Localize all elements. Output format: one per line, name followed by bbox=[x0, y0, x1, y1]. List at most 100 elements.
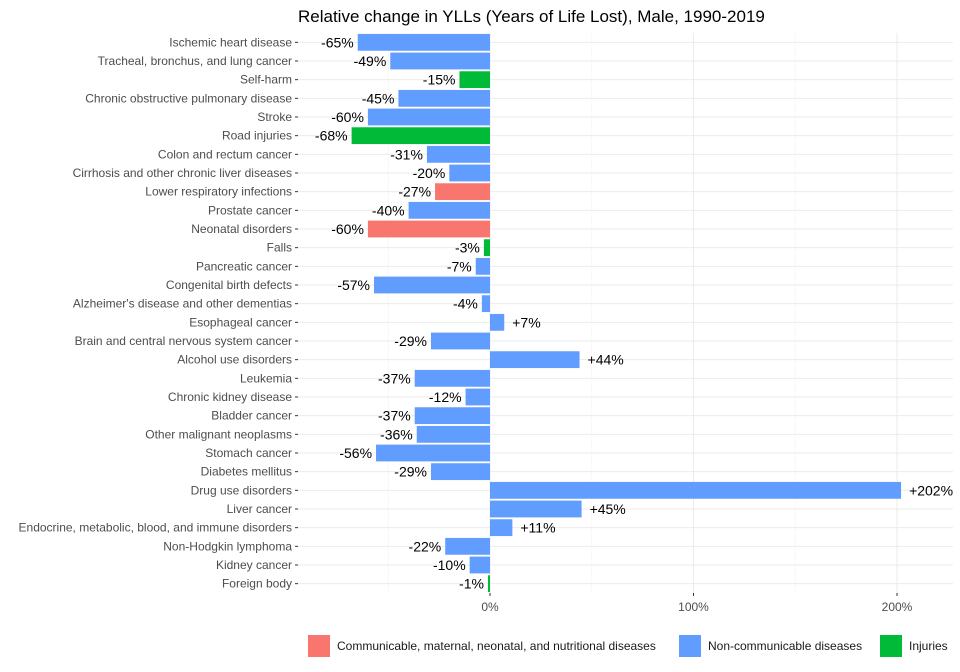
data-label: +45% bbox=[590, 501, 626, 517]
data-label: +44% bbox=[588, 352, 624, 368]
y-tick-label: Brain and central nervous system cancer bbox=[75, 334, 292, 348]
legend-key bbox=[679, 635, 701, 657]
y-tick-label: Falls bbox=[267, 241, 292, 255]
bar bbox=[430, 463, 490, 481]
data-label: +7% bbox=[512, 314, 540, 330]
legend-key bbox=[308, 635, 330, 657]
y-tick-label: Endocrine, metabolic, blood, and immune … bbox=[19, 521, 292, 535]
data-label: -12% bbox=[429, 389, 462, 405]
y-tick-label: Ischemic heart disease bbox=[169, 35, 292, 49]
data-label: -36% bbox=[380, 426, 413, 442]
data-label: -60% bbox=[331, 109, 364, 125]
data-label: -45% bbox=[362, 90, 395, 106]
data-label: -27% bbox=[398, 184, 431, 200]
data-label: -20% bbox=[413, 165, 446, 181]
y-tick-label: Liver cancer bbox=[227, 502, 292, 516]
bar bbox=[367, 108, 490, 126]
y-tick-label: Cirrhosis and other chronic liver diseas… bbox=[73, 166, 292, 180]
y-tick-label: Stomach cancer bbox=[205, 446, 292, 460]
y-tick-label: Neonatal disorders bbox=[191, 222, 292, 236]
y-tick-label: Drug use disorders bbox=[191, 483, 292, 497]
bar bbox=[490, 500, 582, 518]
y-tick-label: Chronic kidney disease bbox=[168, 390, 292, 404]
bar bbox=[449, 164, 490, 182]
legend-key bbox=[880, 635, 902, 657]
data-label: -15% bbox=[423, 72, 456, 88]
bar bbox=[490, 519, 513, 537]
data-label: -37% bbox=[378, 408, 411, 424]
y-tick-label: Leukemia bbox=[240, 371, 292, 385]
bar bbox=[483, 239, 490, 257]
y-tick-label: Self-harm bbox=[240, 73, 292, 87]
data-label: -40% bbox=[372, 202, 405, 218]
data-label: -37% bbox=[378, 370, 411, 386]
data-label: +202% bbox=[909, 482, 953, 498]
y-tick-label: Alzheimer's disease and other dementias bbox=[73, 297, 292, 311]
y-tick-label: Tracheal, bronchus, and lung cancer bbox=[98, 54, 292, 68]
x-tick-label: 0% bbox=[481, 600, 499, 614]
y-tick-label: Bladder cancer bbox=[211, 409, 292, 423]
bar bbox=[475, 257, 490, 275]
data-label: -4% bbox=[453, 296, 478, 312]
data-label: -57% bbox=[337, 277, 370, 293]
bar bbox=[435, 183, 490, 201]
bar bbox=[490, 313, 505, 331]
bar bbox=[357, 33, 490, 51]
y-tick-label: Colon and rectum cancer bbox=[158, 147, 292, 161]
y-tick-label: Other malignant neoplasms bbox=[145, 427, 292, 441]
legend-label: Communicable, maternal, neonatal, and nu… bbox=[337, 639, 656, 653]
data-label: -49% bbox=[354, 53, 387, 69]
bar bbox=[426, 145, 490, 163]
bar bbox=[408, 201, 490, 219]
y-tick-label: Stroke bbox=[257, 110, 292, 124]
data-label: -22% bbox=[409, 538, 442, 554]
y-tick-label: Non-Hodgkin lymphoma bbox=[163, 539, 292, 553]
data-label: -10% bbox=[433, 557, 466, 573]
y-tick-label: Congenital birth defects bbox=[166, 278, 292, 292]
data-label: -29% bbox=[394, 464, 427, 480]
bar bbox=[445, 537, 490, 555]
y-tick-label: Alcohol use disorders bbox=[177, 353, 292, 367]
y-tick-label: Road injuries bbox=[222, 129, 292, 143]
bar bbox=[490, 481, 902, 499]
data-label: -31% bbox=[390, 146, 423, 162]
bar bbox=[430, 332, 490, 350]
y-tick-label: Diabetes mellitus bbox=[201, 465, 292, 479]
bar bbox=[374, 276, 490, 294]
x-tick-label: 100% bbox=[678, 600, 709, 614]
y-tick-label: Pancreatic cancer bbox=[196, 259, 292, 273]
data-label: -65% bbox=[321, 34, 354, 50]
bar bbox=[490, 351, 580, 369]
data-label: -7% bbox=[447, 258, 472, 274]
bar bbox=[390, 52, 490, 70]
bar bbox=[414, 407, 490, 425]
bar bbox=[351, 127, 490, 145]
y-tick-label: Chronic obstructive pulmonary disease bbox=[85, 91, 292, 105]
data-label: -29% bbox=[394, 333, 427, 349]
legend-label: Non-communicable diseases bbox=[708, 639, 862, 653]
bar bbox=[376, 444, 490, 462]
bar bbox=[414, 369, 490, 387]
data-label: -68% bbox=[315, 128, 348, 144]
y-tick-label: Foreign body bbox=[222, 577, 292, 591]
y-tick-label: Esophageal cancer bbox=[189, 315, 292, 329]
bar bbox=[487, 575, 490, 593]
x-tick-label: 200% bbox=[882, 600, 913, 614]
data-label: -56% bbox=[339, 445, 372, 461]
data-label: -60% bbox=[331, 221, 364, 237]
y-tick-label: Lower respiratory infections bbox=[145, 185, 292, 199]
chart-title: Relative change in YLLs (Years of Life L… bbox=[298, 7, 765, 26]
bar bbox=[398, 89, 490, 107]
data-label: -3% bbox=[455, 240, 480, 256]
bar bbox=[367, 220, 490, 238]
bar bbox=[416, 425, 490, 443]
legend-label: Injuries bbox=[909, 639, 948, 653]
bar bbox=[469, 556, 490, 574]
bar bbox=[481, 295, 490, 313]
data-label: +11% bbox=[520, 520, 555, 536]
bar bbox=[465, 388, 490, 406]
plot-panel bbox=[298, 33, 953, 593]
bar bbox=[459, 71, 490, 89]
